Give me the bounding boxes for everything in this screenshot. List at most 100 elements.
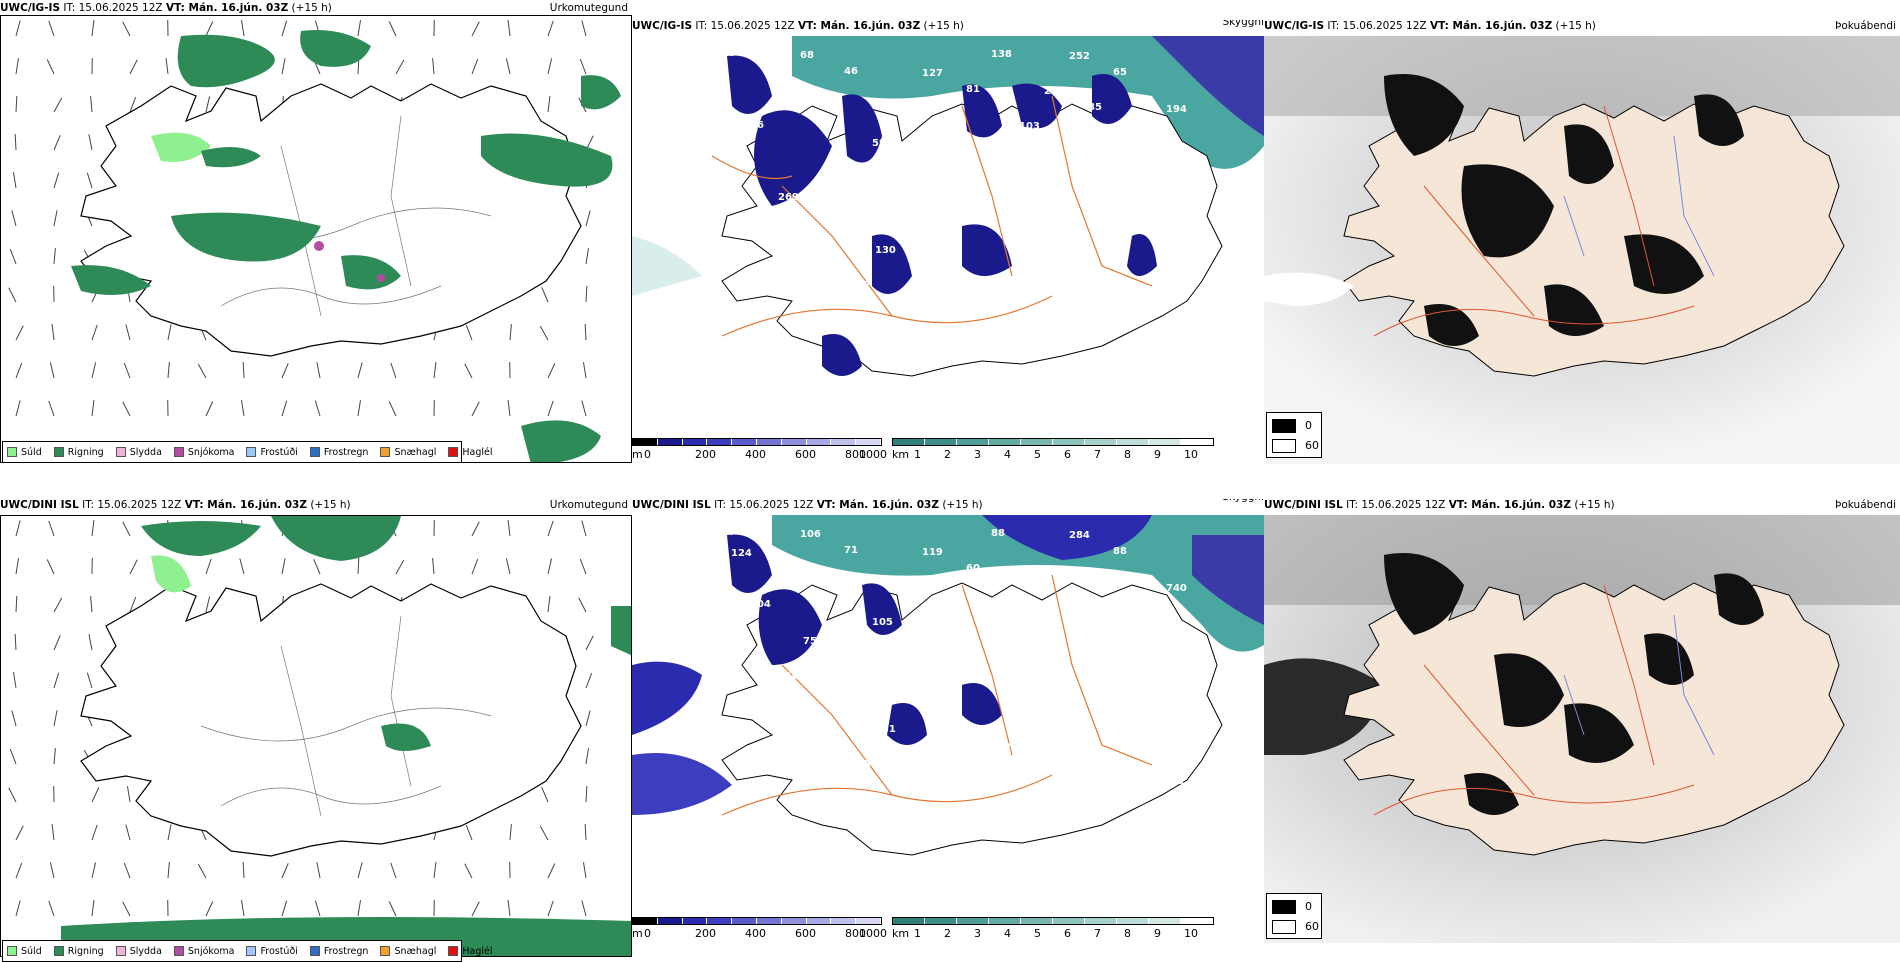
cloud-base-value: 303 <box>972 777 993 788</box>
cloud-base-value: 81 <box>966 84 980 95</box>
valid-time: VT: Mán. 16.jún. 03Z <box>185 499 307 511</box>
panel-title: Þokuábendi <box>1835 20 1896 32</box>
fog-high-label: 60 <box>1305 439 1319 452</box>
cloud-base-value: 82 <box>1160 669 1174 680</box>
swatch-hail <box>448 447 458 457</box>
cloud-base-value: 127 <box>922 68 943 79</box>
cloud-base-value: 99 <box>797 722 811 733</box>
cloud-base-value: 194 <box>1166 104 1187 115</box>
cloud-base-value: 121 <box>847 652 868 663</box>
legend-label: Snæhagl <box>394 946 436 957</box>
legend-label: Frostúði <box>260 946 297 957</box>
cloud-base-unit: m <box>632 927 643 940</box>
legend-item: Rigning <box>54 946 104 957</box>
cloud-base-value: 68 <box>800 50 814 61</box>
precip-legend: Súld Rigning Slydda Snjókoma Frostúði Fr… <box>2 441 462 463</box>
cloud-base-value: 138 <box>991 49 1012 60</box>
cloud-base-value: 103 <box>825 794 846 805</box>
cloud-base-value: 114 <box>994 156 1015 167</box>
cloud-base-value: 75 <box>869 810 883 821</box>
cloud-base-value: 278 <box>972 298 993 309</box>
init-time: IT: 15.06.2025 12Z <box>714 499 813 511</box>
tick: 9 <box>1154 927 1161 940</box>
tick: 3 <box>974 927 981 940</box>
cloud-base-value: 55 <box>772 757 786 768</box>
precip-panel-top: UWC/IG-IS IT: 15.06.2025 12Z VT: Mán. 16… <box>0 0 632 465</box>
cloud-base-value: 269 <box>778 192 799 203</box>
cloud-base-value: 125 <box>850 759 871 770</box>
legend-label: Súld <box>21 447 42 458</box>
swatch-freezing-drizzle <box>246 447 256 457</box>
legend-label: Slydda <box>130 447 162 458</box>
cloud-base-value: 69 <box>722 48 736 59</box>
panel-header: UWC/DINI ISL IT: 15.06.2025 12Z VT: Mán.… <box>0 499 632 515</box>
init-time: IT: 15.06.2025 12Z <box>63 2 162 14</box>
cloud-base-value: 132 <box>1141 139 1162 150</box>
lead-time: (+15 h) <box>1574 499 1614 511</box>
cloud-base-value: 41 <box>916 154 930 165</box>
cloud-base-value: 135 <box>1138 811 1159 822</box>
init-time: IT: 15.06.2025 12Z <box>695 20 794 32</box>
cloud-base-unit: m <box>632 448 643 461</box>
panel-title: Skyggni <box>1223 20 1265 28</box>
visibility-bar <box>892 917 1214 925</box>
tick: 4 <box>1004 927 1011 940</box>
precip-panel-bottom: UWC/DINI ISL IT: 15.06.2025 12Z VT: Mán.… <box>0 485 632 950</box>
init-time: IT: 15.06.2025 12Z <box>1327 20 1426 32</box>
fog-map <box>1264 515 1900 943</box>
cloud-base-value: 119 <box>922 547 943 558</box>
tick: 400 <box>745 448 766 461</box>
lead-time: (+15 h) <box>942 499 982 511</box>
cloud-base-value: 91 <box>1163 297 1177 308</box>
legend-item: Frostúði <box>246 447 297 458</box>
cloud-base-value: 97 <box>941 119 955 130</box>
panel-header: UWC/IG-IS IT: 15.06.2025 12Z VT: Mán. 16… <box>1264 20 1900 36</box>
valid-time: VT: Mán. 16.jún. 03Z <box>817 499 939 511</box>
cloud-base-value: 52 <box>1094 795 1108 806</box>
legend-item: Súld <box>7 447 42 458</box>
valid-time: VT: Mán. 16.jún. 03Z <box>798 20 920 32</box>
cloud-base-value: 52 <box>1041 279 1055 290</box>
panel-header: UWC/IG-IS IT: 15.06.2025 12Z VT: Mán. 16… <box>632 20 1264 36</box>
legend-item: Frostúði <box>246 946 297 957</box>
tick: 200 <box>695 927 716 940</box>
valid-time: VT: Mán. 16.jún. 03Z <box>1449 499 1571 511</box>
legend-label: Haglél <box>462 447 492 458</box>
tick: 7 <box>1094 448 1101 461</box>
legend-item: Snæhagl <box>380 447 436 458</box>
valid-time: VT: Mán. 16.jún. 03Z <box>166 2 288 14</box>
swatch-freezing-rain <box>310 447 320 457</box>
cloud-base-value: 102 <box>1091 209 1112 220</box>
cloud-base-value: 88 <box>772 278 786 289</box>
cloud-base-value: 71 <box>844 545 858 556</box>
swatch-snow <box>174 447 184 457</box>
swatch-freezing-drizzle <box>246 946 256 956</box>
swatch-sleet <box>116 447 126 457</box>
fog-legend: 0 60 <box>1266 412 1322 458</box>
tick: 5 <box>1034 448 1041 461</box>
cloud-base-value: 141 <box>1091 688 1112 699</box>
cloud-base-value: 52 <box>747 313 761 324</box>
cloud-base-value: 57 <box>722 527 736 538</box>
legend-item: Súld <box>7 946 42 957</box>
legend-item: Haglél <box>448 946 492 957</box>
cloud-base-value: 710 <box>778 671 799 682</box>
cloud-base-value: 753 <box>803 636 824 647</box>
cloud-base-colorbar: m 0 200 400 600 800 1000 <box>632 917 887 943</box>
fog-panel-bottom: UWC/DINI ISL IT: 15.06.2025 12Z VT: Mán.… <box>1264 485 1900 950</box>
tick: 10 <box>1184 448 1198 461</box>
legend-item: Rigning <box>54 447 104 458</box>
legend-label: Rigning <box>68 447 104 458</box>
cloud-base-value: 70 <box>1041 758 1055 769</box>
swatch-rain <box>54 946 64 956</box>
cloud-base-value: 65 <box>1113 67 1127 78</box>
legend-label: Haglél <box>462 946 492 957</box>
cloud-base-value: 70 <box>1016 314 1030 325</box>
tick: 1000 <box>859 448 887 461</box>
cloud-base-value: 45 <box>847 173 861 184</box>
cloud-base-value: 67 <box>797 243 811 254</box>
tick: 600 <box>795 927 816 940</box>
swatch-drizzle <box>7 946 17 956</box>
swatch-sleet <box>116 946 126 956</box>
